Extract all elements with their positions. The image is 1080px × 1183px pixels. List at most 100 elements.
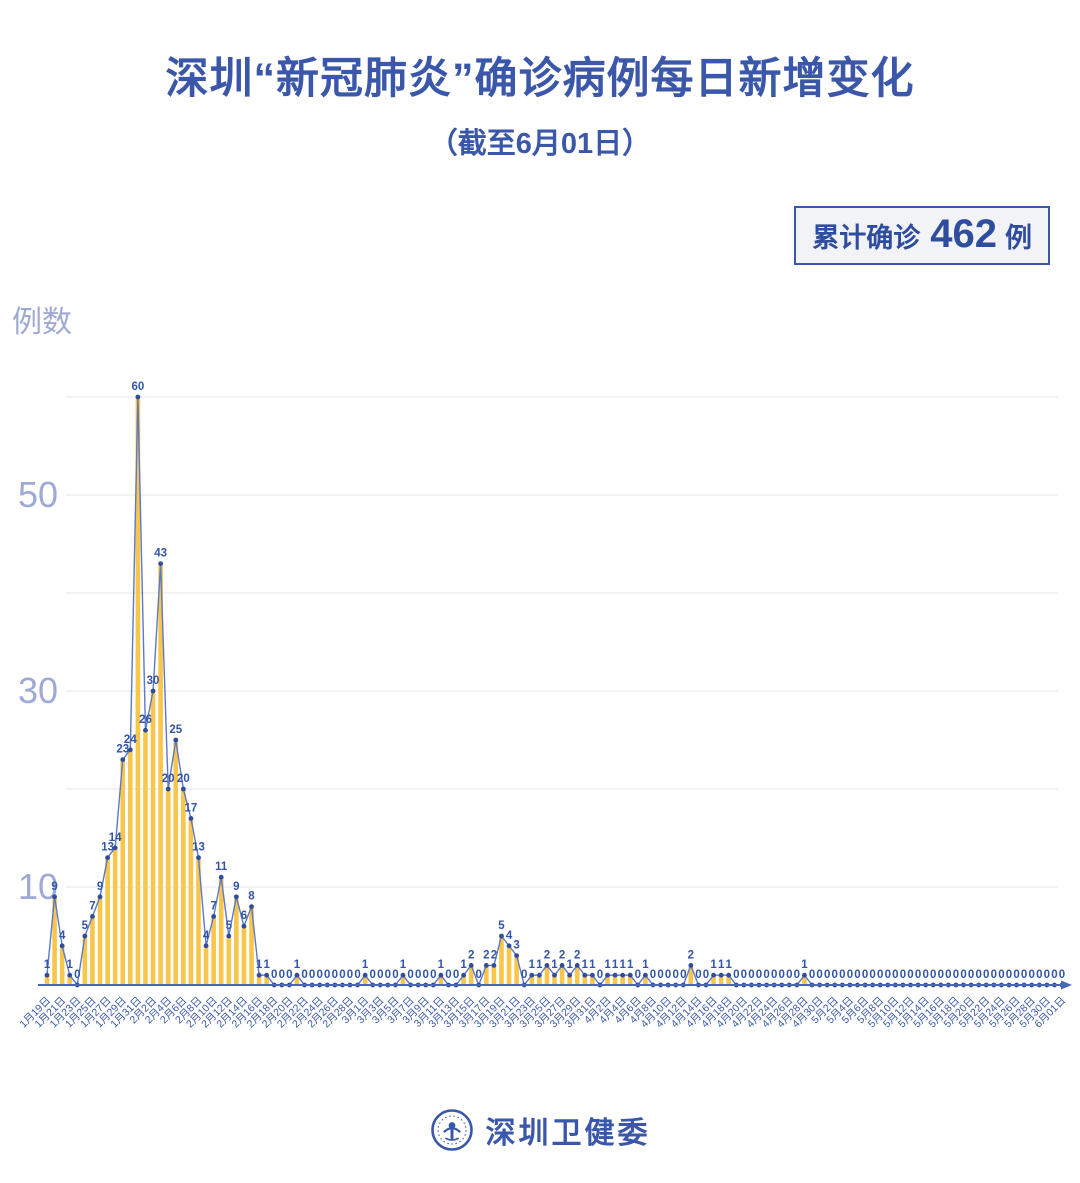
data-point: [620, 972, 626, 978]
bar: [605, 975, 610, 985]
value-label: 0: [286, 969, 292, 981]
footer: 深圳卫健委: [0, 1108, 1080, 1152]
value-label: 0: [794, 969, 800, 981]
bar: [544, 965, 550, 985]
value-label: 8: [248, 891, 255, 903]
value-label: 2: [544, 949, 550, 961]
data-point: [112, 845, 118, 851]
header: 深圳“新冠肺炎”确诊病例每日新增变化 （截至6月01日）: [0, 44, 1080, 162]
value-label: 0: [324, 969, 330, 981]
bar: [484, 965, 489, 985]
bar: [97, 896, 103, 985]
bar: [181, 789, 186, 985]
value-label: 2: [559, 949, 565, 961]
data-point: [44, 972, 50, 978]
value-label: 0: [680, 969, 686, 981]
value-label: 0: [1013, 969, 1019, 981]
value-label: 26: [139, 714, 152, 726]
value-label: 0: [885, 969, 891, 981]
bar: [726, 975, 732, 985]
value-label: 2: [574, 949, 580, 961]
value-label: 1: [551, 959, 558, 971]
bar: [264, 975, 269, 985]
value-label: 24: [124, 734, 137, 746]
value-label: 60: [131, 381, 144, 393]
data-point: [196, 855, 201, 860]
data-point: [612, 972, 618, 978]
data-point: [582, 972, 588, 978]
value-label: 9: [233, 881, 239, 893]
org-name: 深圳卫健委: [485, 1117, 651, 1150]
value-label: 0: [672, 969, 678, 981]
bar: [294, 975, 300, 985]
value-label: 0: [332, 969, 338, 981]
value-label: 0: [635, 969, 641, 981]
value-label: 0: [1044, 969, 1050, 981]
bar: [120, 759, 126, 985]
value-label: 9: [51, 881, 57, 893]
value-label: 0: [847, 969, 853, 981]
value-label: 0: [703, 969, 709, 981]
chart-area: 例数 10 30 50 1 9 4 1 0 5 7 9 13 14 23 24 60 26 30 43 20 25 20 17…: [0, 280, 1080, 1080]
bar: [620, 975, 625, 985]
data-point: [711, 972, 716, 978]
value-label: 1: [801, 959, 808, 971]
data-point: [536, 972, 542, 978]
data-point: [226, 933, 232, 939]
value-label: 2: [688, 949, 694, 961]
data-point: [218, 874, 224, 880]
value-label: 0: [1051, 969, 1057, 981]
bar: [529, 975, 535, 985]
data-point: [483, 963, 489, 968]
daily-cases-chart: 例数10305019410579131423246026304320252017…: [12, 306, 1072, 1030]
value-label: 0: [423, 969, 429, 981]
value-label: 1: [589, 959, 596, 971]
value-label: 0: [945, 969, 951, 981]
bar: [537, 975, 542, 985]
value-label: 11: [215, 861, 228, 873]
value-label: 0: [385, 969, 391, 981]
value-label: 0: [657, 969, 663, 981]
value-label: 0: [741, 969, 747, 981]
data-point: [802, 972, 807, 978]
data-point: [52, 894, 57, 900]
data-point: [461, 972, 467, 978]
value-label: 0: [839, 969, 845, 981]
bar: [52, 896, 57, 985]
bar: [552, 975, 557, 985]
value-label: 0: [809, 969, 815, 981]
value-label: 1: [256, 959, 263, 971]
bar: [234, 896, 239, 985]
bar: [491, 965, 497, 985]
value-label: 20: [162, 773, 175, 785]
value-label: 5: [226, 920, 233, 932]
data-point: [241, 923, 247, 929]
data-point: [438, 972, 444, 978]
value-label: 0: [922, 969, 928, 981]
value-label: 0: [445, 969, 451, 981]
bar: [711, 975, 716, 985]
value-label: 0: [392, 969, 398, 981]
value-label: 1: [400, 959, 407, 971]
value-label: 1: [627, 959, 634, 971]
bar: [400, 975, 406, 985]
value-label: 0: [748, 969, 754, 981]
data-point: [726, 972, 732, 978]
value-label: 0: [771, 969, 777, 981]
value-label: 0: [1021, 969, 1027, 981]
value-label: 4: [506, 930, 513, 942]
data-point: [688, 963, 694, 968]
data-point: [188, 816, 194, 821]
value-label: 0: [301, 969, 307, 981]
bar: [112, 847, 118, 985]
data-point: [82, 933, 88, 939]
value-label: 0: [991, 969, 997, 981]
bar: [105, 857, 110, 985]
value-label: 5: [498, 920, 505, 932]
value-label: 17: [185, 802, 198, 814]
bar: [468, 965, 474, 985]
bar: [218, 877, 224, 985]
badge-label: 累计确诊: [812, 223, 921, 253]
y-tick-label: 10: [18, 866, 58, 907]
page-subtitle: （截至6月01日）: [428, 128, 652, 160]
